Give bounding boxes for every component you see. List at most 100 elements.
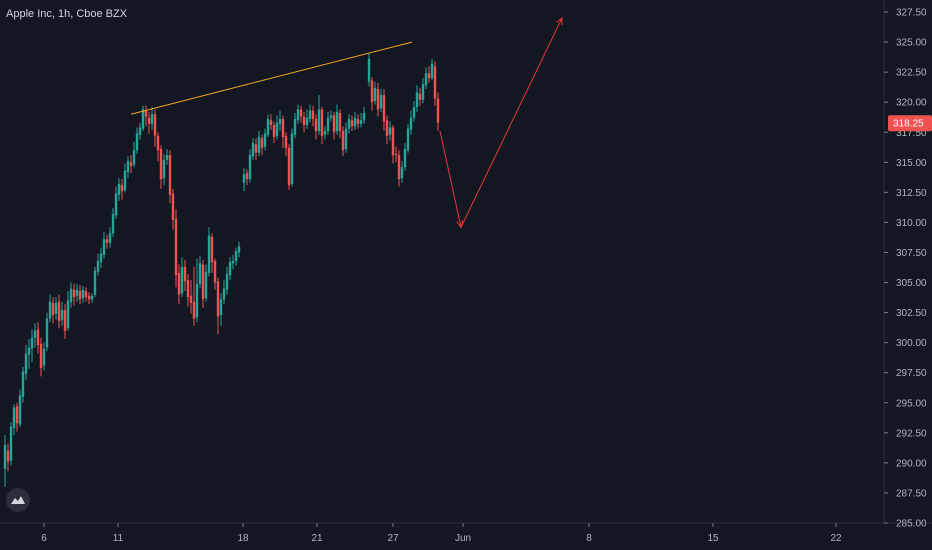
candle-body bbox=[192, 301, 196, 319]
candle-body bbox=[15, 406, 19, 424]
candle bbox=[225, 266, 229, 295]
price-axis-tick-label: 302.50 bbox=[896, 308, 927, 319]
resistance-trendline[interactable] bbox=[130, 41, 413, 115]
candle bbox=[296, 104, 300, 124]
candle-body bbox=[287, 147, 291, 186]
candle-body bbox=[33, 330, 37, 338]
candle-body bbox=[409, 117, 413, 130]
candle-body bbox=[126, 161, 130, 172]
candle bbox=[266, 114, 270, 138]
candle bbox=[186, 274, 190, 307]
candle-body bbox=[406, 128, 410, 151]
candle-body bbox=[332, 115, 336, 133]
candle bbox=[105, 234, 109, 249]
candle bbox=[189, 280, 193, 314]
candle-body bbox=[171, 193, 175, 221]
candle bbox=[117, 177, 121, 201]
candle-body bbox=[69, 288, 73, 302]
time-axis-tick-label: Jun bbox=[455, 533, 471, 544]
candle bbox=[132, 141, 136, 168]
candle bbox=[198, 256, 202, 289]
candle bbox=[207, 227, 211, 277]
candle-body bbox=[39, 343, 43, 368]
candle-body bbox=[66, 300, 70, 329]
candle bbox=[147, 111, 151, 134]
candle bbox=[362, 107, 366, 124]
candle-body bbox=[114, 193, 118, 216]
candle bbox=[81, 286, 85, 303]
price-axis-tick-label: 312.50 bbox=[896, 188, 927, 199]
candle bbox=[323, 126, 327, 140]
time-axis-tick-label: 18 bbox=[237, 533, 249, 544]
candle-body bbox=[275, 122, 279, 136]
candle bbox=[183, 259, 187, 291]
candle bbox=[433, 61, 437, 106]
candle bbox=[409, 110, 413, 135]
candle bbox=[359, 113, 363, 128]
price-axis-tick-label: 322.50 bbox=[896, 68, 927, 79]
candle-body bbox=[90, 295, 94, 300]
candle-body bbox=[93, 270, 97, 295]
time-axis-tick-label: 15 bbox=[707, 533, 719, 544]
candle-body bbox=[311, 110, 315, 120]
projection-path[interactable] bbox=[439, 17, 563, 229]
candle bbox=[356, 114, 360, 129]
candle bbox=[373, 81, 377, 105]
candle-body bbox=[9, 426, 13, 461]
price-axis-tick-label: 305.00 bbox=[896, 278, 927, 289]
candle bbox=[260, 134, 264, 156]
candle bbox=[63, 304, 67, 340]
candle bbox=[427, 66, 431, 83]
candle bbox=[344, 122, 348, 153]
candle bbox=[66, 290, 70, 331]
candle-body bbox=[403, 149, 407, 168]
candle bbox=[415, 85, 419, 112]
candle-body bbox=[84, 290, 88, 297]
time-axis-tick-label: 8 bbox=[586, 533, 592, 544]
candle bbox=[51, 296, 55, 324]
projection-low-arrowhead bbox=[456, 220, 464, 229]
candle bbox=[171, 188, 175, 230]
candle bbox=[6, 443, 10, 472]
candle-body bbox=[237, 246, 241, 253]
candle-body bbox=[6, 450, 10, 462]
candle-body bbox=[159, 149, 163, 180]
candle-body bbox=[359, 120, 363, 124]
candle-body bbox=[308, 110, 312, 120]
candle-body bbox=[290, 133, 294, 184]
candle bbox=[180, 257, 184, 297]
candle bbox=[165, 149, 169, 165]
price-axis[interactable]: 327.50 325.00 322.50 320.00 317.50 315.00 312.… bbox=[884, 8, 927, 530]
candle-body bbox=[72, 289, 76, 297]
candle-body bbox=[302, 116, 306, 126]
candle-body bbox=[198, 263, 202, 284]
candle-body bbox=[138, 127, 142, 135]
price-axis-tick-label: 310.00 bbox=[896, 218, 927, 229]
candle bbox=[192, 266, 196, 326]
candle bbox=[177, 264, 181, 305]
candle bbox=[213, 258, 217, 290]
time-axis[interactable]: 6 11 18 21 27 Jun 8 15 22 bbox=[41, 523, 842, 544]
candle-body bbox=[385, 120, 389, 136]
candle-body bbox=[299, 109, 303, 117]
candle bbox=[159, 145, 163, 189]
candle-body bbox=[326, 117, 330, 132]
last-price-tag-background bbox=[888, 115, 932, 132]
tradingview-logo-icon[interactable] bbox=[6, 488, 30, 512]
candle bbox=[388, 121, 392, 141]
candle bbox=[18, 389, 22, 427]
candle bbox=[24, 345, 28, 380]
candle-body bbox=[186, 280, 190, 297]
price-axis-tick-label: 315.00 bbox=[896, 158, 927, 169]
candle bbox=[174, 209, 178, 288]
time-axis-tick-label: 27 bbox=[387, 533, 399, 544]
candle bbox=[54, 296, 58, 320]
candle bbox=[69, 282, 73, 308]
candle bbox=[245, 169, 249, 186]
candle-body bbox=[278, 119, 282, 124]
candle bbox=[424, 67, 428, 89]
candle-body bbox=[234, 251, 238, 261]
candle bbox=[281, 115, 285, 148]
candle bbox=[228, 257, 232, 281]
